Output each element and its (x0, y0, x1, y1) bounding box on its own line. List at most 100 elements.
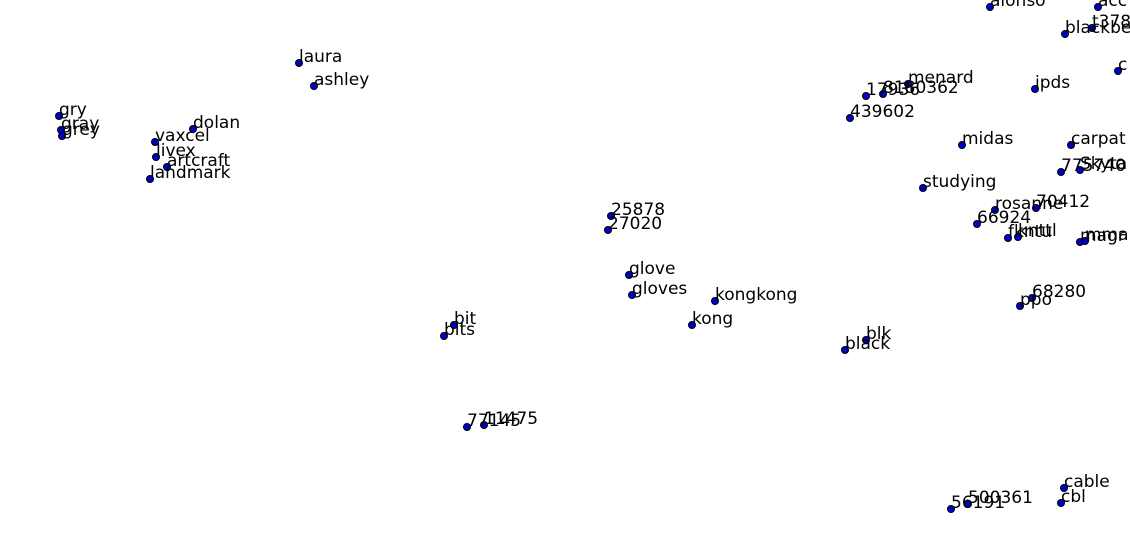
point-marker (904, 80, 912, 88)
point-marker (688, 321, 696, 329)
point-marker (1067, 141, 1075, 149)
point-label: rosanne (995, 194, 1063, 214)
point-label: 68280 (1032, 282, 1086, 302)
point-marker (58, 132, 66, 140)
point-marker (152, 153, 160, 161)
point-label: laura (299, 47, 342, 67)
point-label: 500361 (968, 488, 1033, 508)
point-label: knttl (1018, 221, 1057, 241)
point-label: midas (962, 129, 1013, 149)
point-label: bit (454, 309, 477, 329)
point-marker (1031, 85, 1039, 93)
point-label: 27020 (608, 214, 662, 234)
point-marker (1004, 234, 1012, 242)
point-label: gloves (632, 279, 687, 299)
point-label: glove (629, 259, 675, 279)
point-marker (1057, 499, 1065, 507)
point-marker (189, 125, 197, 133)
point-label: blk (866, 324, 892, 344)
point-label: ppo (1020, 290, 1052, 310)
point-marker (440, 332, 448, 340)
point-marker (1060, 484, 1068, 492)
point-label: t378 (1092, 12, 1130, 32)
point-label: 70412 (1036, 192, 1090, 212)
point-label: 439602 (850, 102, 915, 122)
point-marker (151, 138, 159, 146)
point-marker (879, 90, 887, 98)
point-label: mmar (1085, 225, 1130, 245)
point-marker (862, 92, 870, 100)
point-marker (958, 141, 966, 149)
point-marker (146, 175, 154, 183)
point-marker (1081, 237, 1089, 245)
point-label: 17936 (866, 80, 920, 100)
point-label: 8180362 (883, 78, 959, 98)
point-marker (846, 114, 854, 122)
point-marker (991, 206, 999, 214)
point-label: cable (1064, 472, 1110, 492)
point-label: fkntu (1008, 222, 1052, 242)
point-marker (711, 297, 719, 305)
point-label: black (845, 334, 890, 354)
point-label: landmark (150, 163, 231, 183)
point-marker (986, 3, 994, 11)
point-label: Skyta (1080, 154, 1127, 174)
point-marker (1061, 30, 1069, 38)
point-label: 11475 (484, 409, 538, 429)
point-label: menard (908, 68, 974, 88)
point-label: c (1118, 55, 1127, 75)
point-marker (628, 291, 636, 299)
point-marker (841, 346, 849, 354)
point-marker (1057, 168, 1065, 176)
point-label: alonso (990, 0, 1046, 11)
point-marker (480, 421, 488, 429)
point-marker (163, 163, 171, 171)
point-label: acc (1098, 0, 1127, 11)
point-marker (1094, 3, 1102, 11)
point-marker (973, 220, 981, 228)
point-label: magr (1080, 226, 1125, 246)
point-label: kong (692, 309, 733, 329)
point-label: carpat (1071, 129, 1126, 149)
point-marker (1016, 302, 1024, 310)
point-label: ipds (1035, 73, 1070, 93)
point-marker (450, 321, 458, 329)
point-label: cbl (1061, 487, 1086, 507)
point-label: 56191 (951, 493, 1005, 513)
point-marker (862, 336, 870, 344)
point-label: artcraft (167, 151, 231, 171)
point-label: ashley (314, 70, 369, 90)
point-label: gry (59, 100, 87, 120)
point-label: 77145 (467, 411, 521, 431)
point-marker (1088, 24, 1096, 32)
point-marker (1114, 67, 1122, 75)
point-marker (964, 500, 972, 508)
point-marker (295, 59, 303, 67)
point-marker (1032, 204, 1040, 212)
point-label: 66924 (977, 208, 1031, 228)
point-label: dolan (193, 113, 240, 133)
point-marker (604, 226, 612, 234)
point-label: livex (156, 141, 196, 161)
point-label: 775740 (1061, 156, 1126, 176)
points-layer (55, 3, 1122, 513)
point-label: studying (923, 172, 996, 192)
point-label: bits (444, 320, 475, 340)
point-marker (947, 505, 955, 513)
point-label: vaxcel (155, 126, 210, 146)
point-marker (919, 184, 927, 192)
point-label: gray (61, 114, 99, 134)
point-label: 25878 (611, 200, 665, 220)
point-label: grey (62, 120, 100, 140)
point-marker (607, 212, 615, 220)
point-marker (310, 82, 318, 90)
point-marker (463, 423, 471, 431)
point-marker (1076, 166, 1084, 174)
point-marker (55, 112, 63, 120)
point-marker (625, 271, 633, 279)
point-marker (1028, 294, 1036, 302)
point-label: blackbe (1065, 18, 1130, 38)
point-label: kongkong (715, 285, 797, 305)
